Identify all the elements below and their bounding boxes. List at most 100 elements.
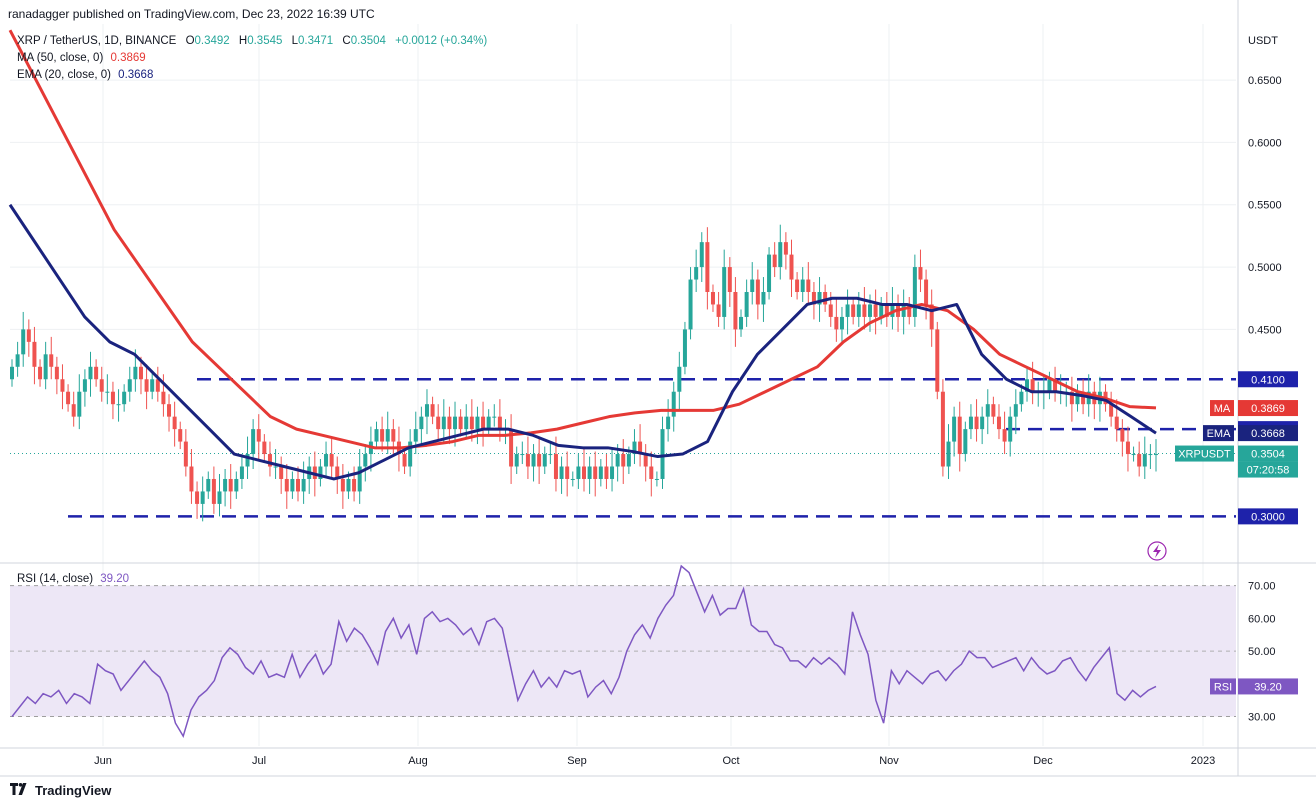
- candle-body[interactable]: [767, 254, 772, 292]
- candle-body[interactable]: [1081, 391, 1086, 405]
- candle-body[interactable]: [217, 491, 222, 504]
- candle-body[interactable]: [38, 366, 43, 380]
- candle-body[interactable]: [677, 366, 682, 392]
- candle-body[interactable]: [318, 466, 323, 479]
- candle-body[interactable]: [570, 478, 575, 480]
- candle-body[interactable]: [223, 478, 228, 492]
- candle-body[interactable]: [632, 441, 637, 455]
- candle-body[interactable]: [279, 466, 284, 479]
- candle-body[interactable]: [385, 429, 390, 442]
- candle-body[interactable]: [957, 416, 962, 455]
- candle-body[interactable]: [122, 391, 127, 405]
- candle-body[interactable]: [497, 416, 502, 430]
- candle-body[interactable]: [116, 404, 121, 406]
- candle-body[interactable]: [195, 491, 200, 504]
- candle-body[interactable]: [94, 366, 99, 380]
- candle-body[interactable]: [430, 404, 435, 417]
- candle-body[interactable]: [211, 478, 216, 504]
- candle-body[interactable]: [172, 416, 177, 430]
- candle-body[interactable]: [806, 279, 811, 292]
- candle-body[interactable]: [155, 379, 160, 392]
- candle-body[interactable]: [413, 429, 418, 442]
- candle-body[interactable]: [811, 292, 816, 305]
- candle-body[interactable]: [228, 478, 233, 492]
- candle-body[interactable]: [1019, 391, 1024, 405]
- candle-body[interactable]: [133, 366, 138, 380]
- candle-body[interactable]: [380, 429, 385, 442]
- candle-body[interactable]: [99, 379, 104, 392]
- candle-body[interactable]: [475, 416, 480, 430]
- candle-body[interactable]: [929, 304, 934, 330]
- candle-body[interactable]: [1075, 391, 1080, 405]
- candle-body[interactable]: [352, 478, 357, 492]
- candle-body[interactable]: [800, 279, 805, 292]
- candle-body[interactable]: [1114, 416, 1119, 430]
- candle-body[interactable]: [49, 354, 54, 367]
- candle-body[interactable]: [357, 466, 362, 492]
- candle-body[interactable]: [795, 279, 800, 292]
- candle-body[interactable]: [1053, 379, 1058, 392]
- candle-body[interactable]: [1047, 379, 1052, 392]
- candle-body[interactable]: [424, 404, 429, 417]
- candle-body[interactable]: [335, 466, 340, 479]
- candle-body[interactable]: [21, 329, 26, 355]
- candle-body[interactable]: [363, 454, 368, 467]
- candle-body[interactable]: [907, 304, 912, 317]
- candle-body[interactable]: [256, 429, 261, 442]
- candle-body[interactable]: [537, 454, 542, 467]
- candle-body[interactable]: [486, 416, 491, 430]
- candle-body[interactable]: [604, 466, 609, 479]
- candle-body[interactable]: [26, 329, 31, 342]
- candle-body[interactable]: [520, 454, 525, 456]
- price-pane[interactable]: [8, 29, 1236, 561]
- rsi-pane[interactable]: [10, 564, 1236, 739]
- candle-body[interactable]: [666, 416, 671, 430]
- candle-body[interactable]: [77, 391, 82, 417]
- candle-body[interactable]: [587, 466, 592, 479]
- candle-body[interactable]: [1142, 454, 1147, 467]
- candle-body[interactable]: [1030, 379, 1035, 392]
- candle-body[interactable]: [694, 267, 699, 280]
- candle-body[interactable]: [643, 454, 648, 467]
- candle-body[interactable]: [912, 267, 917, 317]
- candle-body[interactable]: [1069, 391, 1074, 405]
- candle-body[interactable]: [1008, 416, 1013, 442]
- candle-body[interactable]: [374, 429, 379, 442]
- candle-body[interactable]: [1148, 454, 1153, 456]
- rsi-line[interactable]: [11, 564, 1157, 739]
- candle-body[interactable]: [851, 304, 856, 317]
- candle-body[interactable]: [447, 416, 452, 430]
- candle-body[interactable]: [1120, 429, 1125, 442]
- candle-body[interactable]: [453, 416, 458, 430]
- candle-body[interactable]: [273, 466, 278, 468]
- candle-body[interactable]: [598, 466, 603, 479]
- candle-body[interactable]: [144, 379, 149, 392]
- candle-body[interactable]: [183, 441, 188, 467]
- candle-body[interactable]: [10, 366, 14, 380]
- candle-body[interactable]: [940, 391, 945, 467]
- candle-body[interactable]: [1131, 454, 1136, 456]
- candle-body[interactable]: [88, 366, 93, 380]
- candle-body[interactable]: [105, 391, 110, 393]
- candle-body[interactable]: [834, 316, 839, 330]
- candle-body[interactable]: [688, 279, 693, 330]
- candle-body[interactable]: [262, 441, 267, 455]
- candle-body[interactable]: [985, 404, 990, 417]
- candle-body[interactable]: [296, 478, 300, 492]
- candle-body[interactable]: [856, 304, 861, 317]
- candle-body[interactable]: [239, 466, 244, 479]
- candle-body[interactable]: [251, 429, 256, 455]
- candle-body[interactable]: [43, 354, 48, 380]
- candle-body[interactable]: [82, 379, 87, 392]
- candle-body[interactable]: [935, 329, 940, 392]
- candle-body[interactable]: [778, 242, 783, 268]
- candle-body[interactable]: [710, 292, 715, 305]
- candle-body[interactable]: [340, 478, 345, 492]
- candle-body[interactable]: [267, 454, 272, 467]
- candle-body[interactable]: [660, 429, 665, 479]
- candle-body[interactable]: [649, 466, 654, 479]
- candle-body[interactable]: [823, 292, 828, 305]
- candle-body[interactable]: [901, 304, 906, 317]
- candle-body[interactable]: [638, 441, 643, 455]
